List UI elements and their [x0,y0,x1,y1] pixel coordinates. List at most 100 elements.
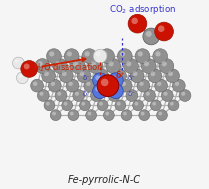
Circle shape [18,74,23,78]
Circle shape [21,60,38,77]
Circle shape [126,90,138,101]
Circle shape [95,69,109,83]
Text: δ⁻: δ⁻ [127,75,136,81]
Circle shape [100,49,115,64]
Circle shape [82,49,97,64]
Circle shape [138,51,143,57]
Circle shape [52,112,56,115]
Circle shape [146,92,150,96]
Circle shape [79,100,90,111]
Circle shape [47,49,61,64]
Circle shape [66,79,79,92]
Circle shape [113,69,126,83]
Circle shape [85,51,90,57]
Circle shape [93,49,107,63]
Circle shape [35,59,50,73]
Circle shape [101,79,108,86]
Circle shape [144,90,155,101]
Circle shape [139,81,144,86]
Circle shape [123,112,127,115]
Circle shape [86,110,97,121]
Circle shape [38,61,43,66]
Circle shape [59,69,73,83]
Circle shape [17,72,28,84]
Circle shape [99,102,103,106]
Circle shape [121,81,126,86]
Circle shape [115,71,120,76]
Circle shape [168,71,173,76]
Circle shape [50,110,61,121]
Circle shape [46,102,50,106]
Circle shape [105,112,109,115]
Circle shape [133,71,138,76]
Circle shape [153,49,168,64]
Circle shape [97,71,102,76]
Circle shape [120,51,125,57]
Circle shape [126,61,131,66]
Circle shape [131,18,138,24]
Circle shape [102,51,107,57]
Circle shape [62,71,67,76]
Circle shape [44,100,55,111]
Circle shape [93,73,107,88]
Circle shape [128,92,132,96]
Circle shape [158,26,164,32]
Circle shape [55,61,60,66]
Circle shape [95,75,101,81]
Circle shape [64,102,68,106]
Circle shape [97,100,108,111]
Circle shape [37,90,49,101]
Text: δ⁺: δ⁺ [116,71,125,80]
Circle shape [166,69,180,83]
Circle shape [73,90,85,101]
Circle shape [128,14,147,33]
Circle shape [143,28,160,45]
Circle shape [73,61,78,66]
Circle shape [13,57,24,69]
Circle shape [24,64,30,69]
Circle shape [33,81,37,86]
Circle shape [141,112,145,115]
Circle shape [49,51,54,57]
Circle shape [135,102,138,106]
Circle shape [121,110,132,121]
Circle shape [141,59,156,73]
Circle shape [80,71,84,76]
Circle shape [31,79,43,92]
Circle shape [137,79,150,92]
Circle shape [157,110,167,121]
Circle shape [86,81,90,86]
Circle shape [62,100,73,111]
Circle shape [130,69,144,83]
Circle shape [53,59,68,73]
Text: Fe-pyrrolic-N-C: Fe-pyrrolic-N-C [68,175,140,185]
Circle shape [67,51,72,57]
Circle shape [152,102,156,106]
Circle shape [108,84,123,98]
Circle shape [95,86,101,91]
Circle shape [162,61,167,66]
Circle shape [68,81,73,86]
Circle shape [93,92,97,96]
Circle shape [157,81,161,86]
Circle shape [81,102,85,106]
Circle shape [163,92,168,96]
Circle shape [84,79,97,92]
Circle shape [170,102,174,106]
Circle shape [168,100,179,111]
Circle shape [51,81,55,86]
Circle shape [159,59,174,73]
Circle shape [91,61,96,66]
Circle shape [150,100,161,111]
Circle shape [68,110,79,121]
Circle shape [108,90,120,101]
Circle shape [139,110,150,121]
Circle shape [57,92,61,96]
Circle shape [97,75,119,97]
Circle shape [44,71,49,76]
Circle shape [148,69,162,83]
Circle shape [133,100,143,111]
Text: δ⁻: δ⁻ [127,91,136,97]
Circle shape [158,112,162,115]
Circle shape [117,49,132,64]
